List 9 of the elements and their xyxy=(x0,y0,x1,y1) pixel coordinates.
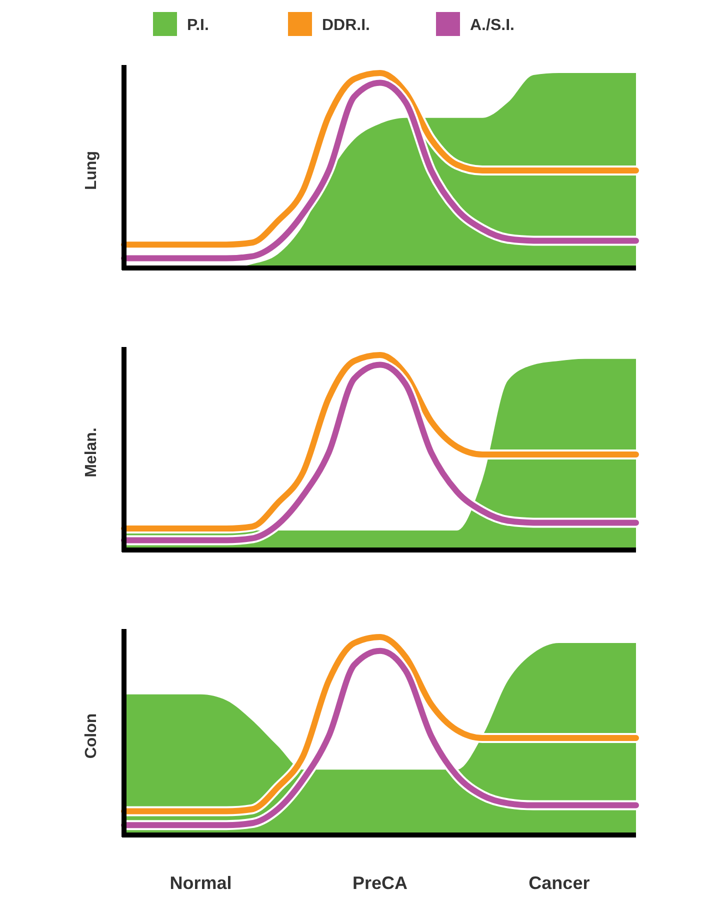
x-tick-label: PreCA xyxy=(352,873,408,893)
legend-label: DDR.I. xyxy=(322,17,370,34)
y-axis-title: Colon xyxy=(83,713,100,759)
x-tick-label: Normal xyxy=(170,873,232,893)
y-axis-title: Melan. xyxy=(83,428,100,478)
legend-label: A./S.I. xyxy=(470,17,514,34)
y-axis-title: Lung xyxy=(83,150,100,190)
legend-label: P.I. xyxy=(187,17,209,34)
x-tick-label: Cancer xyxy=(528,873,590,893)
